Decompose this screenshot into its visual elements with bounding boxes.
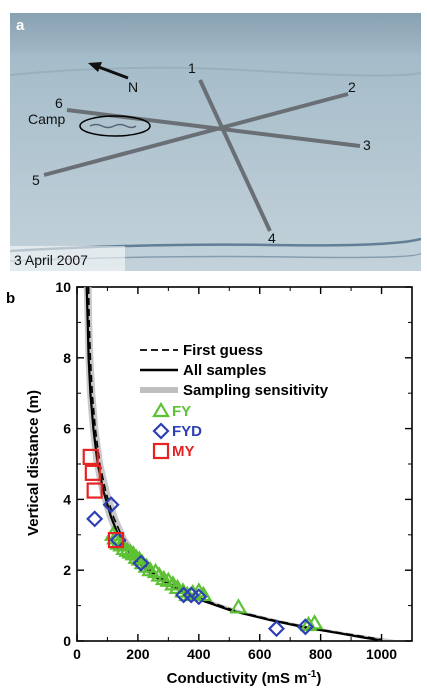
legend-label-all-samples: All samples xyxy=(183,362,266,379)
y-axis-label: Vertical distance (m) xyxy=(25,390,42,536)
pressure-ridge xyxy=(10,66,421,77)
camp-structures xyxy=(89,123,137,129)
x-axis-label: Conductivity (mS m-1) xyxy=(167,669,322,687)
panel-a-label: a xyxy=(16,17,25,34)
transect-label-6: 6 xyxy=(55,95,63,111)
transect-line-2-5 xyxy=(43,92,349,177)
legend-marker-fyd xyxy=(152,422,170,440)
transect-label-1: 1 xyxy=(188,60,196,76)
transect-label-5: 5 xyxy=(32,172,40,188)
north-arrow xyxy=(88,62,129,80)
camp-label: Camp xyxy=(28,111,66,127)
transect-label-2: 2 xyxy=(348,79,356,95)
date-label: 3 April 2007 xyxy=(14,252,88,268)
all-samples-curve xyxy=(85,286,379,641)
transect-label-3: 3 xyxy=(363,137,371,153)
legend: First guess All samples Sampling sensitivi… xyxy=(140,342,329,460)
fyd-point xyxy=(296,618,314,636)
my-point xyxy=(82,448,99,466)
legend-label-my: MY xyxy=(172,443,195,460)
my-point xyxy=(107,532,125,549)
date-label-bg xyxy=(10,246,125,271)
y-tick-label: 0 xyxy=(63,633,71,649)
x-tick-label: 0 xyxy=(73,646,81,662)
panel-b-label: b xyxy=(6,290,15,307)
fy-point xyxy=(305,614,324,630)
fyd-point xyxy=(102,496,120,514)
x-tick-label: 800 xyxy=(309,646,333,662)
legend-label-first-guess: First guess xyxy=(183,342,263,359)
y-tick-label: 6 xyxy=(63,421,71,437)
legend-label-sampling-sensitivity: Sampling sensitivity xyxy=(183,382,329,399)
x-axis-label-close: ) xyxy=(316,670,321,687)
my-point xyxy=(86,482,103,499)
fyd-point xyxy=(175,586,193,604)
fyd-point xyxy=(86,510,104,528)
north-label: N xyxy=(128,79,138,95)
fy-point xyxy=(121,543,140,559)
first-guess-curve xyxy=(87,286,382,641)
my-point xyxy=(84,464,101,481)
x-tick-label: 1000 xyxy=(366,646,397,662)
x-tick-label: 200 xyxy=(126,646,150,662)
legend-marker-my xyxy=(152,442,170,460)
fy-point xyxy=(154,569,173,586)
sky-band xyxy=(10,13,421,58)
x-tick-label: 600 xyxy=(248,646,272,662)
ice-surface xyxy=(10,53,421,271)
transect-line-1-4 xyxy=(198,79,272,232)
legend-marker-fy xyxy=(152,401,170,418)
conductivity-chart: b 0 200 400 600 800 1000 0 2 4 6 8 10 First guess Al… xyxy=(6,279,413,687)
y-tick-label: 10 xyxy=(55,279,71,295)
x-tick-label: 400 xyxy=(187,646,211,662)
fyd-point xyxy=(190,588,208,606)
legend-label-fy: FY xyxy=(172,403,191,420)
legend-label-fyd: FYD xyxy=(172,423,202,440)
fy-point xyxy=(137,557,156,573)
y-tick-label: 2 xyxy=(63,562,71,578)
y-tick-label: 4 xyxy=(63,491,71,507)
camp-marker xyxy=(79,115,151,137)
fyd-point xyxy=(267,620,286,638)
fy-point xyxy=(146,562,165,579)
x-axis-label-main: Conductivity (mS m xyxy=(167,670,308,687)
fy-point xyxy=(229,598,248,614)
y-tick-label: 8 xyxy=(63,350,71,366)
fyd-point xyxy=(132,554,150,572)
sampling-sensitivity-band xyxy=(83,287,396,640)
transect-label-4: 4 xyxy=(268,230,276,246)
x-axis-label-superscript: -1 xyxy=(307,669,316,680)
plot-frame xyxy=(76,286,413,642)
ice-floe-photo: a N Camp 1 2 3 4 5 6 3 April 2007 xyxy=(10,13,421,271)
